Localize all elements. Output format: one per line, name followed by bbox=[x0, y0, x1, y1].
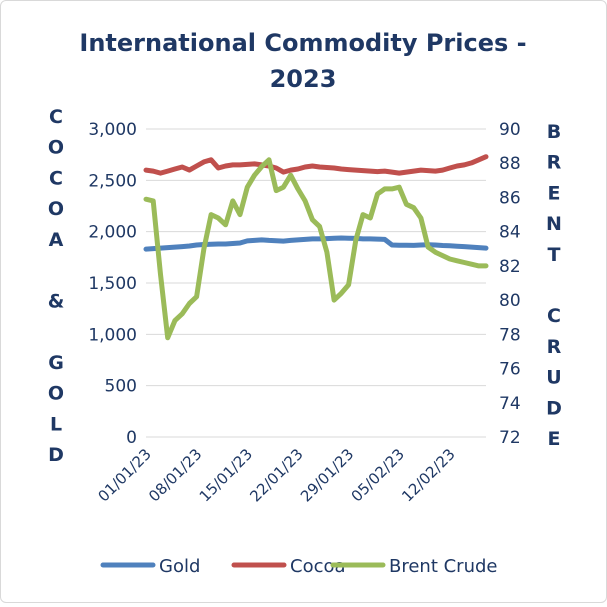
left-axis-label-letter: C bbox=[49, 106, 63, 128]
x-tick-label: 05/02/23 bbox=[348, 445, 408, 505]
x-tick-label: 29/01/23 bbox=[297, 445, 357, 505]
right-axis-label-letter: E bbox=[548, 428, 561, 450]
x-tick-label: 15/01/23 bbox=[196, 445, 256, 505]
right-axis-label-letter: C bbox=[547, 305, 561, 327]
chart-title-line-1: International Commodity Prices - bbox=[79, 29, 526, 57]
left-tick-label: 1,500 bbox=[88, 274, 137, 294]
left-y-axis: 0 500 1,000 1,500 2,000 2,500 3,000 bbox=[88, 120, 137, 448]
right-axis-label-letter: D bbox=[546, 397, 562, 419]
series-layer bbox=[143, 154, 489, 341]
right-tick-label: 78 bbox=[499, 325, 521, 345]
series-line-brent-crude bbox=[143, 157, 489, 341]
right-axis-label-letter: R bbox=[547, 336, 562, 358]
left-axis-label-letter: L bbox=[50, 413, 62, 435]
series-line-cocoa bbox=[143, 154, 489, 176]
left-tick-label: 3,000 bbox=[88, 120, 137, 140]
legend-label: Cocoa bbox=[290, 556, 346, 577]
series-line-gold bbox=[143, 235, 489, 252]
right-axis-label-letter: T bbox=[548, 244, 561, 266]
legend: Gold Cocoa Brent Crude bbox=[100, 556, 498, 577]
x-axis: 01/01/2308/01/2315/01/2322/01/2329/01/23… bbox=[94, 445, 458, 505]
left-axis-label-letter: O bbox=[48, 137, 64, 159]
left-axis-label-letter: C bbox=[49, 167, 63, 189]
left-tick-label: 1,000 bbox=[88, 325, 137, 345]
right-y-axis: 72 74 76 78 80 82 84 86 88 90 bbox=[499, 120, 521, 448]
left-tick-label: 2,500 bbox=[88, 171, 137, 191]
chart-title-line-2: 2023 bbox=[270, 65, 337, 93]
right-axis-label-letter: B bbox=[547, 121, 561, 143]
right-axis-label-letter: N bbox=[546, 213, 562, 235]
right-tick-label: 74 bbox=[499, 394, 521, 414]
right-tick-label: 72 bbox=[499, 428, 521, 448]
x-tick-label: 01/01/23 bbox=[94, 445, 154, 505]
right-tick-label: 76 bbox=[499, 360, 521, 380]
x-tick-label: 08/01/23 bbox=[145, 445, 205, 505]
left-axis-label-letter: O bbox=[48, 383, 64, 405]
legend-label: Gold bbox=[159, 556, 200, 577]
right-axis-label-letter: E bbox=[548, 182, 561, 204]
right-tick-label: 80 bbox=[499, 291, 521, 311]
x-tick-label: 12/02/23 bbox=[398, 445, 458, 505]
left-axis-label-letter: D bbox=[48, 444, 64, 466]
left-axis-label-letter: A bbox=[49, 229, 64, 251]
right-axis-label-letter: U bbox=[546, 367, 561, 389]
left-axis-label-letter: O bbox=[48, 198, 64, 220]
x-tick-label: 22/01/23 bbox=[246, 445, 306, 505]
right-tick-label: 84 bbox=[499, 223, 521, 243]
right-tick-label: 88 bbox=[499, 154, 521, 174]
right-tick-label: 90 bbox=[499, 120, 521, 140]
right-tick-label: 82 bbox=[499, 257, 521, 277]
gridlines bbox=[146, 128, 486, 438]
right-tick-label: 86 bbox=[499, 188, 521, 208]
left-tick-label: 500 bbox=[105, 377, 137, 397]
right-axis-label-letter: R bbox=[547, 152, 562, 174]
left-axis-label-letter: G bbox=[48, 352, 64, 374]
left-axis-label-letter: & bbox=[48, 290, 65, 312]
left-tick-label: 2,000 bbox=[88, 223, 137, 243]
legend-label: Brent Crude bbox=[389, 556, 498, 577]
left-tick-label: 0 bbox=[126, 428, 137, 448]
